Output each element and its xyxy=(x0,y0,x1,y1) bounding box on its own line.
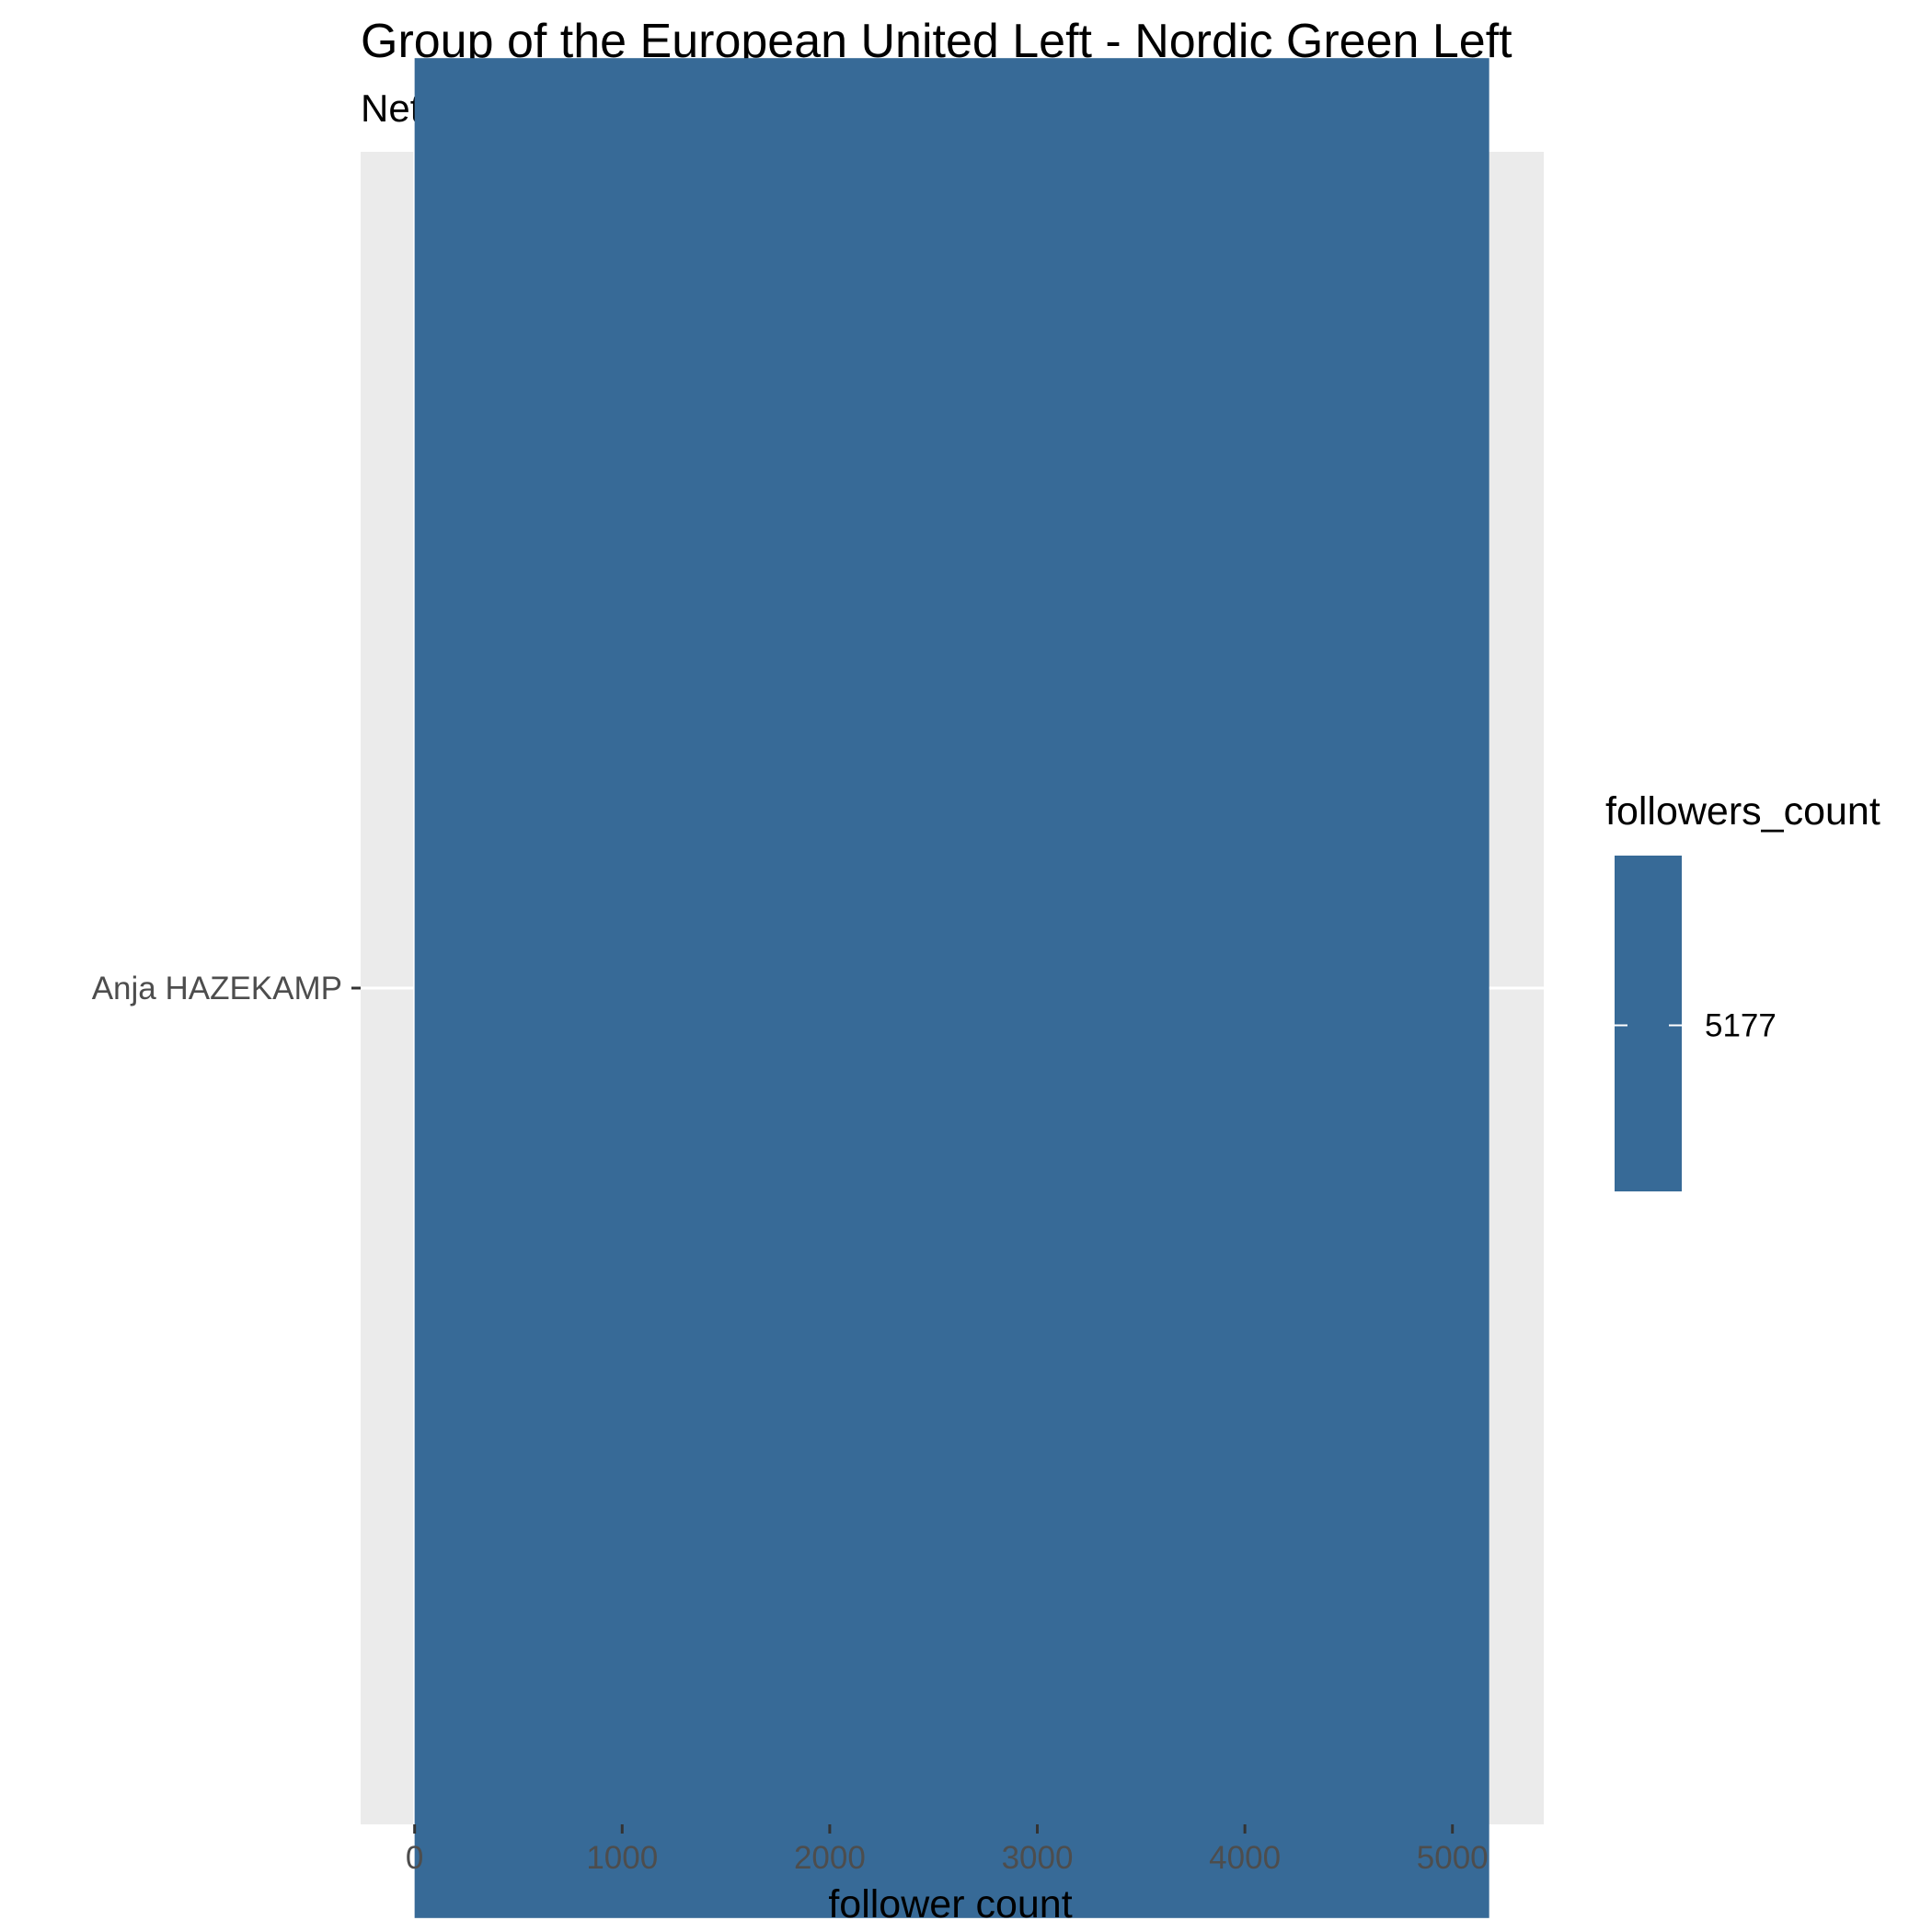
y-tick-label: Anja HAZEKAMP xyxy=(92,971,342,1006)
legend-title: followers_count xyxy=(1605,789,1880,834)
legend-colorbar xyxy=(1615,856,1682,1191)
legend: followers_count 5177 xyxy=(1605,789,1880,1191)
x-tick-label: 2000 xyxy=(794,1840,866,1876)
x-tick-label: 1000 xyxy=(586,1840,658,1876)
y-axis: Anja HAZEKAMP xyxy=(92,971,361,1006)
x-tick-label: 5000 xyxy=(1417,1840,1489,1876)
bar xyxy=(414,58,1489,1918)
bars xyxy=(414,58,1489,1918)
x-tick-label: 4000 xyxy=(1209,1840,1281,1876)
x-tick-label: 3000 xyxy=(1002,1840,1074,1876)
legend-label: 5177 xyxy=(1705,1008,1777,1044)
x-tick-label: 0 xyxy=(406,1840,423,1876)
x-axis-title: follower count xyxy=(828,1882,1072,1926)
x-axis: 0 1000 2000 3000 4000 5000 xyxy=(406,1824,1489,1876)
